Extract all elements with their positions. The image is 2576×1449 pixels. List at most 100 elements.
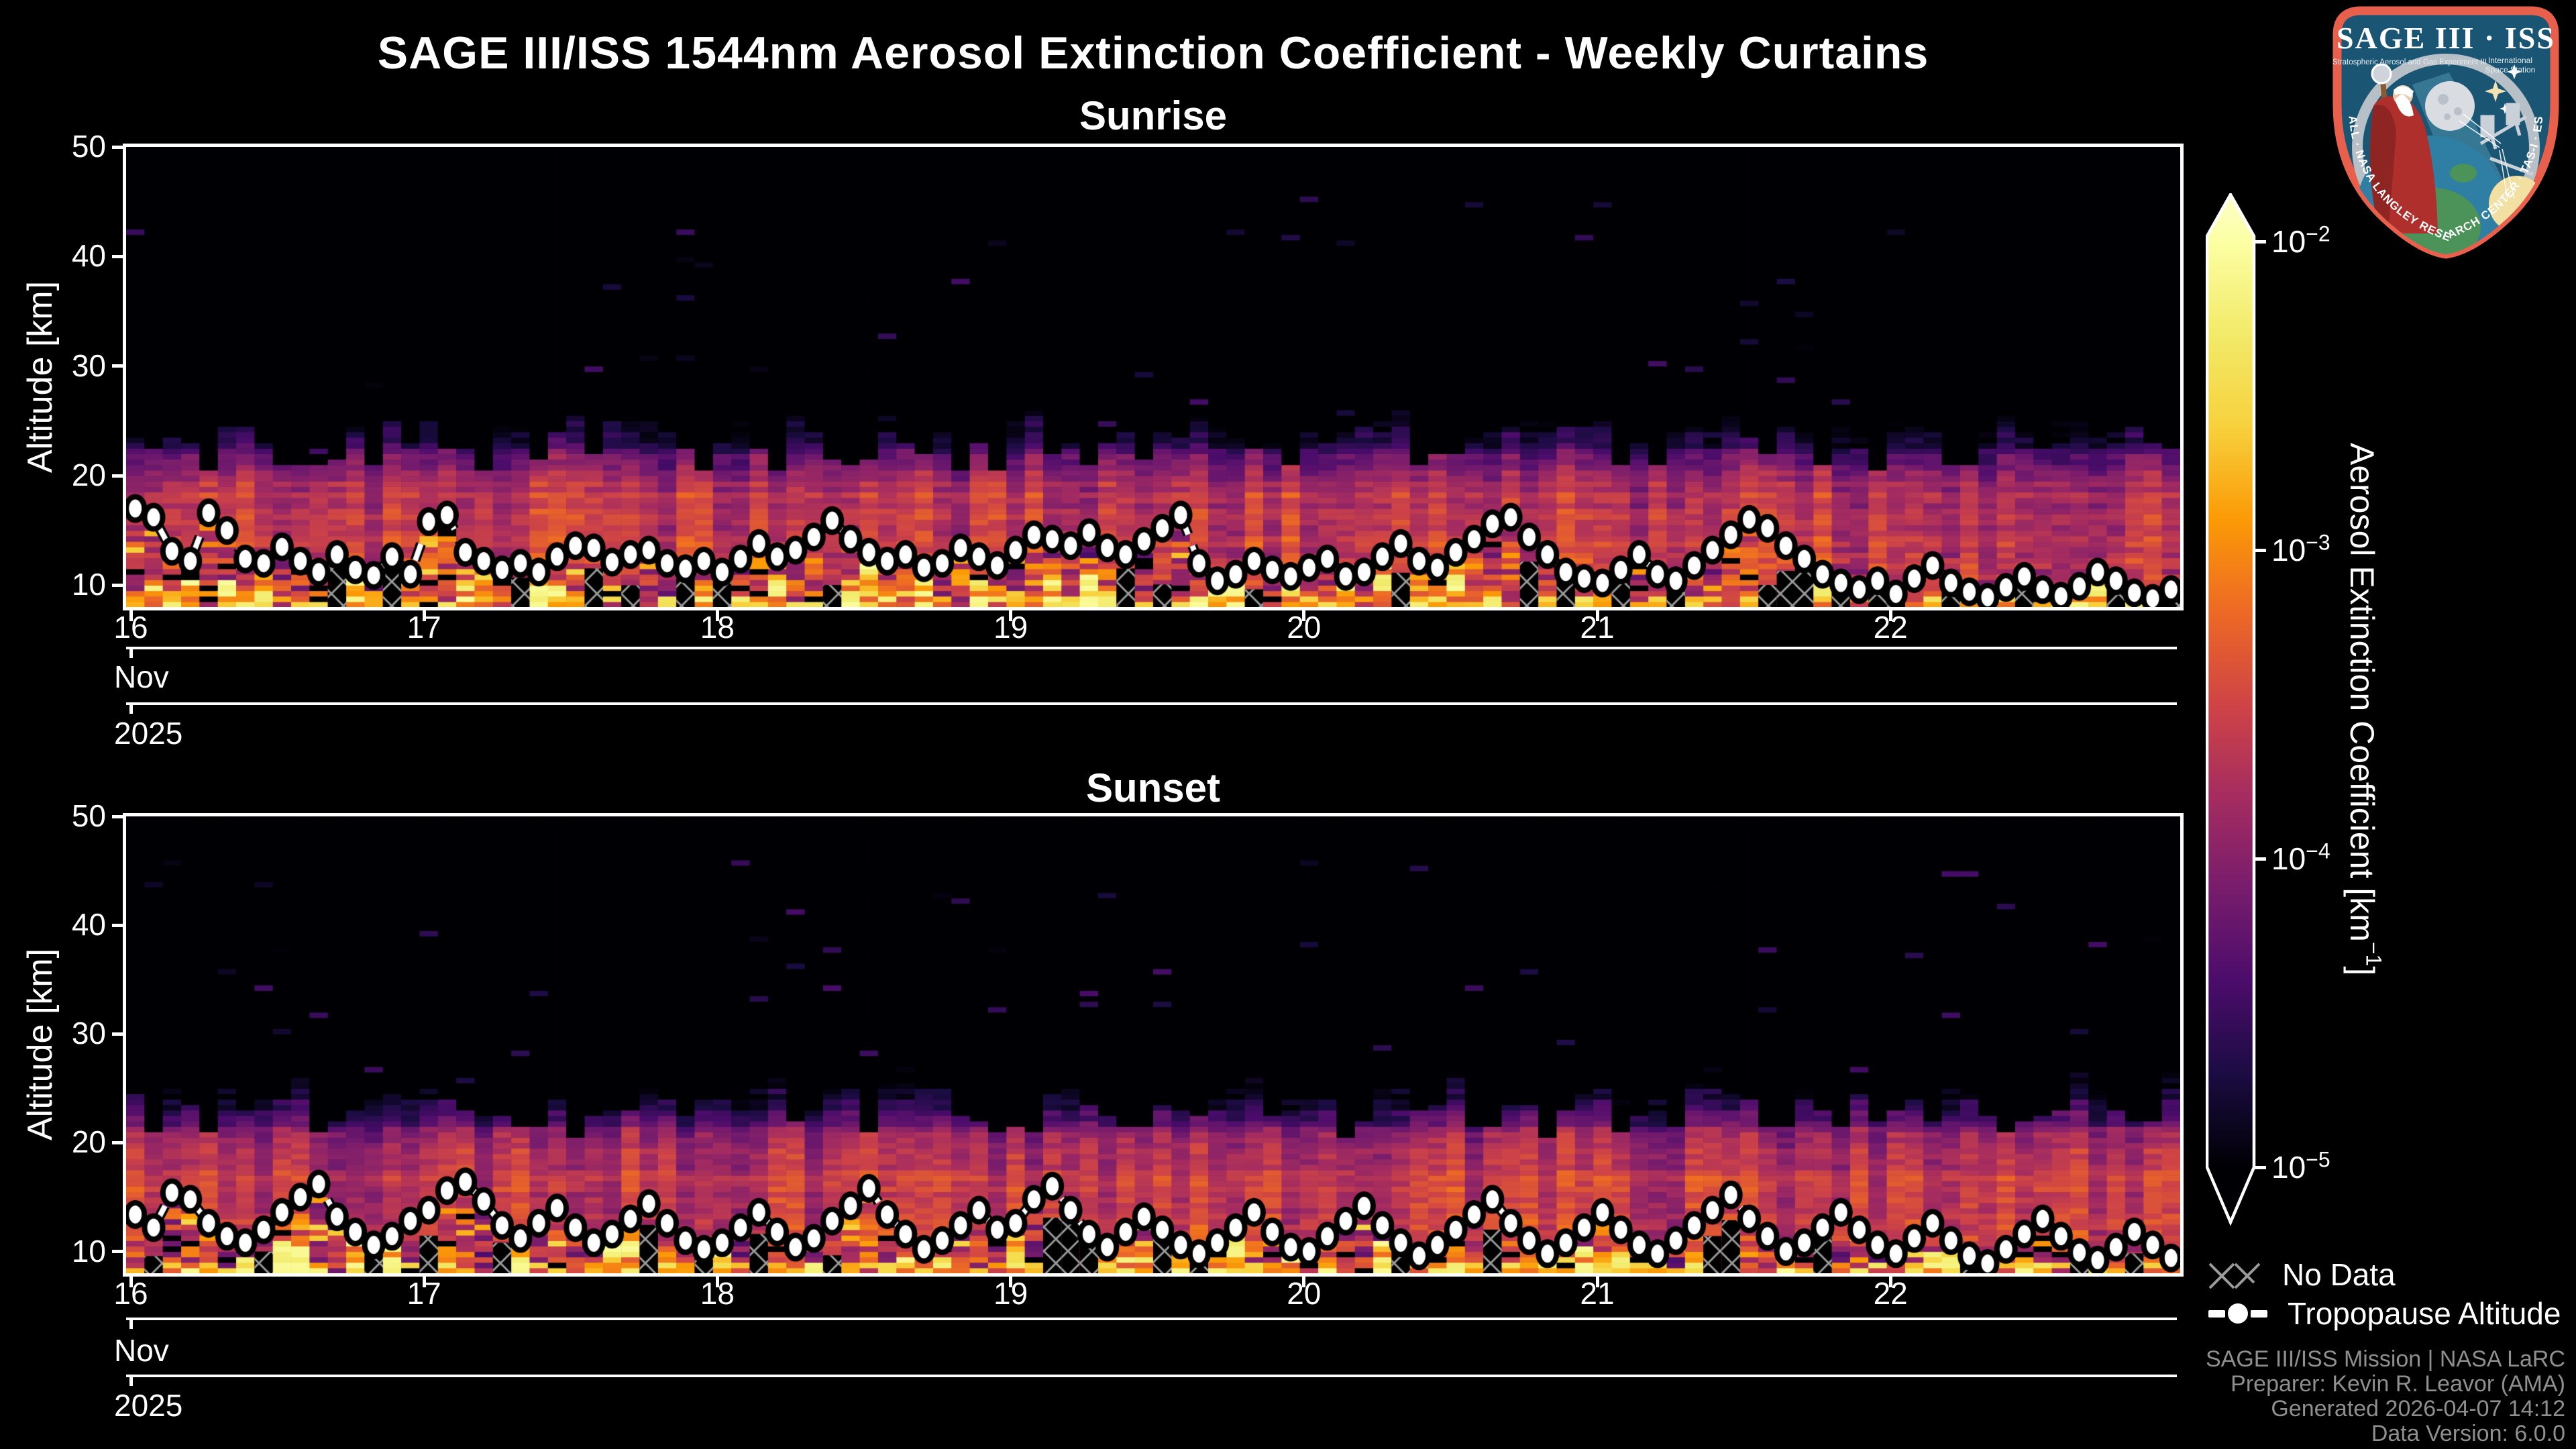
- attribution-mission: SAGE III/ISS Mission | NASA LaRC: [2205, 1346, 2565, 1372]
- tropopause-line-icon: [2208, 1303, 2267, 1324]
- legend-label-no-data: No Data: [2282, 1257, 2396, 1292]
- y-tick-label: 10: [71, 567, 106, 602]
- x-tick-label: 17: [407, 1276, 441, 1311]
- y-tick-mark: [112, 364, 123, 368]
- moon: [2425, 81, 2475, 131]
- x-tick-mark: [422, 610, 426, 621]
- x-tick-mark: [1888, 610, 1892, 621]
- date-axis-stub: [129, 704, 133, 714]
- patch-subtitle-left: Stratospheric Aerosol and Gas Experiment…: [2332, 58, 2487, 66]
- attribution-preparer: Preparer: Kevin R. Leavor (AMA): [2231, 1371, 2565, 1397]
- y-tick-mark: [112, 814, 123, 818]
- y-tick-mark: [112, 1140, 123, 1144]
- x-tick-label: 19: [994, 1276, 1028, 1311]
- x-tick-label: 21: [1580, 1276, 1615, 1311]
- legend-item-no-data: No Data: [2207, 1256, 2396, 1293]
- legend-label-tropopause: Tropopause Altitude: [2288, 1296, 2561, 1331]
- y-tick-mark: [112, 474, 123, 478]
- colorbar-tick-mark: [2254, 857, 2266, 861]
- x-tick-mark: [1888, 1277, 1892, 1287]
- iss: [2479, 103, 2534, 176]
- x-tick-mark: [1595, 1277, 1599, 1287]
- colorbar-gradient-arrow: [2206, 193, 2256, 1226]
- legend-item-tropopause: Tropopause Altitude: [2207, 1295, 2561, 1332]
- x-tick-mark: [1302, 1277, 1306, 1287]
- colorbar-tick-mark: [2254, 1165, 2266, 1169]
- x-tick-mark: [1009, 1277, 1013, 1287]
- sunset-curtain-heatmap: [126, 816, 2180, 1273]
- colorbar-tick-label: 10−3: [2271, 530, 2330, 568]
- patch-title: SAGE III · ISS: [2337, 21, 2555, 55]
- patch-subtitle-right-2: Space Station: [2485, 65, 2536, 74]
- patch-subtitle-right-1: International: [2488, 56, 2532, 65]
- colorbar-tick-label: 10−5: [2271, 1147, 2330, 1185]
- year-label: 2025: [114, 716, 183, 751]
- x-tick-label: 22: [1873, 610, 1908, 645]
- date-axis-stub: [129, 1377, 133, 1386]
- occultation-rays: [2459, 113, 2515, 201]
- x-tick-mark: [129, 1277, 133, 1287]
- x-tick-mark: [129, 610, 133, 621]
- sunrise-curtain-heatmap: [126, 147, 2180, 607]
- x-tick-mark: [1009, 610, 1013, 621]
- attribution-version: Data Version: 6.0.0: [2371, 1421, 2565, 1446]
- wizard: [2369, 63, 2438, 233]
- date-axis-year-line: [126, 702, 2177, 705]
- x-tick-label: 20: [1287, 610, 1322, 645]
- y-tick-mark: [112, 145, 123, 149]
- month-label: Nov: [114, 1333, 169, 1368]
- heatmap-panel-sunset: [123, 813, 2184, 1277]
- x-tick-label: 21: [1580, 610, 1615, 645]
- y-tick-label: 40: [71, 907, 106, 943]
- y-tick-label: 40: [71, 238, 106, 274]
- x-tick-mark: [422, 1277, 426, 1287]
- colorbar-tick-label: 10−4: [2271, 839, 2330, 877]
- x-tick-label: 22: [1873, 1276, 1908, 1311]
- y-tick-mark: [112, 1032, 123, 1036]
- colorbar-tick-label: 10−2: [2271, 221, 2330, 260]
- x-tick-label: 17: [407, 610, 441, 645]
- star-icon: [2485, 80, 2506, 102]
- y-tick-mark: [112, 1250, 123, 1254]
- x-tick-label: 20: [1287, 1276, 1322, 1311]
- x-tick-mark: [715, 1277, 719, 1287]
- x-tick-mark: [1302, 610, 1306, 621]
- x-tick-label: 16: [113, 610, 148, 645]
- no-data-hatch-icon: [2208, 1263, 2261, 1289]
- date-axis-month-line: [126, 647, 2177, 649]
- heatmap-panel-sunrise: [123, 144, 2184, 610]
- y-tick-label: 20: [71, 1124, 106, 1160]
- colorbar-axis-label: Aerosol Extinction Coefficient [km−1]: [2343, 442, 2386, 976]
- x-tick-label: 18: [700, 610, 735, 645]
- date-axis-stub: [129, 1320, 133, 1329]
- y-tick-label: 30: [71, 1016, 106, 1051]
- colorbar-tick-mark: [2254, 239, 2266, 244]
- panel-title-sunset: Sunset: [1085, 765, 1221, 810]
- y-tick-mark: [112, 583, 123, 587]
- x-tick-label: 18: [700, 1276, 735, 1311]
- y-tick-label: 10: [71, 1233, 106, 1269]
- x-tick-label: 16: [113, 1276, 148, 1311]
- attribution-generated: Generated 2026-04-07 14:12: [2271, 1396, 2565, 1421]
- x-tick-mark: [1595, 610, 1599, 621]
- year-label: 2025: [114, 1388, 183, 1423]
- colorbar-tick-mark: [2254, 548, 2266, 552]
- x-tick-label: 19: [994, 610, 1028, 645]
- y-tick-label: 20: [71, 457, 106, 492]
- y-tick-label: 50: [71, 128, 106, 164]
- colorbar: [2206, 193, 2256, 1226]
- figure-title: SAGE III/ISS 1544nm Aerosol Extinction C…: [377, 28, 1929, 78]
- date-axis-stub: [129, 649, 133, 658]
- panel-title-sunrise: Sunrise: [1079, 93, 1228, 138]
- x-tick-mark: [715, 610, 719, 621]
- y-tick-label: 30: [71, 347, 106, 383]
- date-axis-month-line: [126, 1318, 2177, 1320]
- sage-iii-iss-mission-patch: SAGE III · ISS Stratospheric Aerosol and…: [2327, 5, 2559, 259]
- month-label: Nov: [114, 659, 169, 694]
- attribution-block: SAGE III/ISS Mission | NASA LaRC Prepare…: [2206, 1347, 2565, 1446]
- date-axis-year-line: [126, 1375, 2177, 1377]
- y-tick-mark: [112, 254, 123, 258]
- y-tick-mark: [112, 923, 123, 927]
- y-tick-label: 50: [71, 798, 106, 833]
